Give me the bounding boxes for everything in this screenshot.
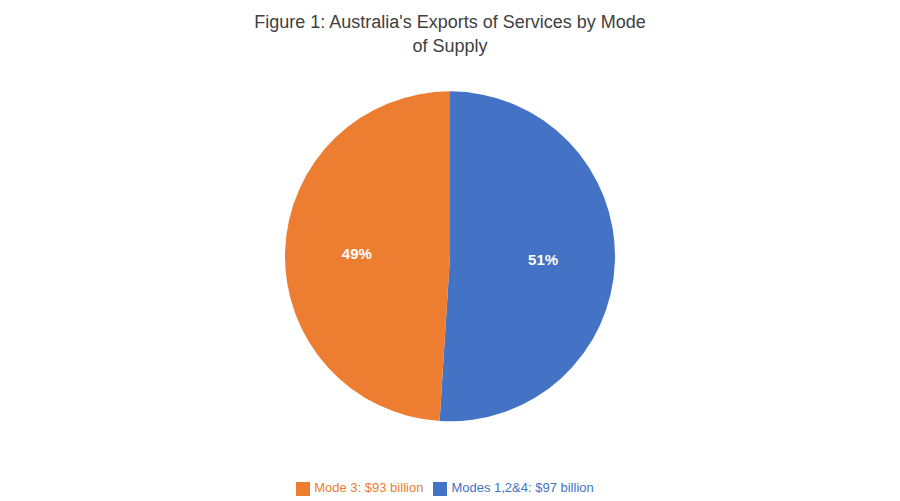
svg-text:49%: 49% [342, 245, 372, 262]
html-text:Mode 3: $93 billion: Mode 3: $93 billion [314, 480, 424, 496]
svg-text:51%: 51% [528, 251, 558, 268]
html-text:Modes 1,2&4: $97 billion: Modes 1,2&4: $97 billion [451, 480, 594, 496]
html-text:of Supply: of Supply [412, 36, 488, 56]
html-text:Figure 1: Australia's Exports: Figure 1: Australia's Exports of Service… [254, 12, 646, 32]
